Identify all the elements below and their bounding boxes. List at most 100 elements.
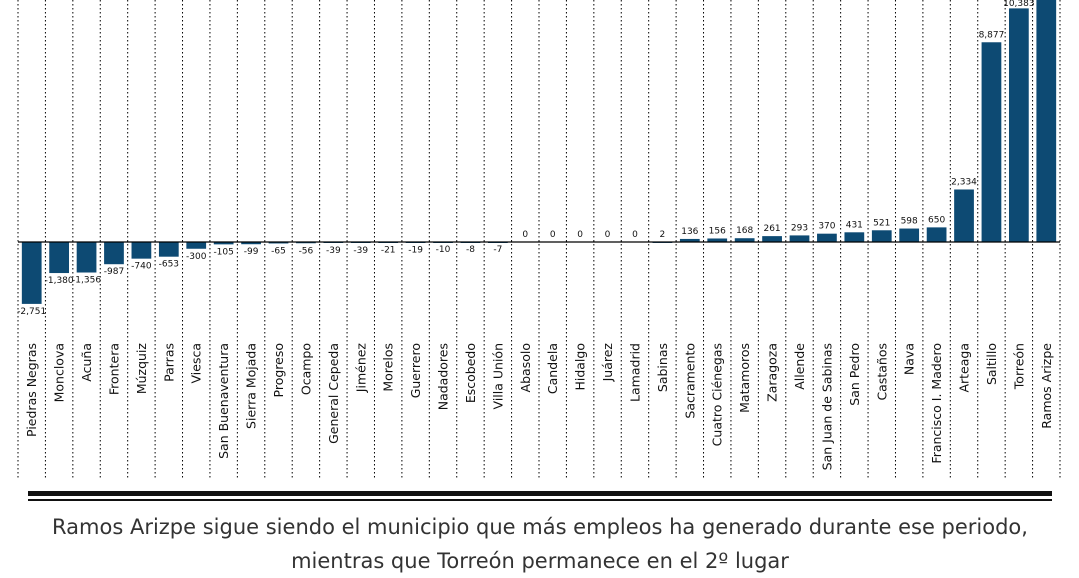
category-label: Parras [161,343,176,382]
value-label: -10 [436,245,451,255]
category-label: Viesca [189,343,204,384]
value-label: 8,877 [979,30,1005,40]
category-label: Francisco I. Madero [929,343,944,464]
value-label: -740 [131,262,152,272]
category-label: Juárez [600,343,615,383]
bar [734,238,755,242]
category-label: General Cepeda [326,343,341,444]
value-label: 0 [632,230,638,240]
category-label: Escobedo [463,343,478,403]
value-label: -987 [104,267,124,277]
value-label: -39 [326,246,341,256]
value-label: -300 [186,252,207,262]
bar [49,242,70,274]
category-label: Guerrero [408,343,423,398]
bar [21,242,42,304]
category-label: Ocampo [298,343,313,395]
bar [981,42,1002,242]
value-label: -653 [159,260,179,270]
value-label: 0 [522,230,528,240]
bar [186,242,207,249]
category-label: Arteaga [957,343,972,393]
category-label: Abasolo [518,343,533,392]
category-label: Morelos [381,343,396,392]
value-label: 156 [709,226,726,236]
category-label: Monclova [52,343,67,402]
bar [926,227,947,242]
value-label: -99 [244,247,259,257]
category-label: Acuña [79,343,94,382]
value-label: 431 [846,220,863,230]
value-label: -105 [213,247,233,257]
category-label: Jiménez [353,343,368,394]
bar [679,238,700,242]
category-label: Castaños [874,343,889,401]
bar [158,242,179,257]
category-label: Frontera [106,343,121,395]
category-label: Nava [902,343,917,375]
value-label: -1,380 [45,276,74,286]
value-labels: -2,751 -1,380-1,356-987 -740 -653 -300 -105 -9… [17,0,1034,317]
category-label: Sierra Mojada [244,343,259,429]
value-label: 2 [660,230,666,240]
value-label: -39 [353,246,368,256]
category-label: Lamadrid [627,343,642,402]
value-label: -65 [271,246,286,256]
category-separators [44,0,1061,480]
bar [871,230,892,242]
value-label: 2,334 [951,177,977,187]
category-label: Múzquiz [134,343,149,395]
value-label: 598 [901,217,918,227]
bar [954,189,974,242]
value-label: 0 [577,230,583,240]
category-label: Cuatro Ciénegas [710,343,725,446]
value-label: -21 [381,245,396,255]
bar [844,232,865,242]
value-label: 168 [736,226,753,236]
bar [1036,0,1057,242]
bar [241,242,261,245]
category-label: Piedras Negras [24,343,39,437]
bar [899,228,920,242]
bar [707,238,728,242]
bar [104,242,124,265]
divider-thick [28,491,1052,496]
category-label: San Pedro [847,343,862,406]
value-label: -2,751 [17,307,46,317]
value-label: -7 [493,245,502,255]
value-label: -8 [466,245,475,255]
value-label: 521 [873,218,890,228]
divider-thin [28,499,1052,501]
category-label: Saltillo [984,343,999,385]
bar-chart: -2,751 -1,380-1,356-987 -740 -653 -300 -105 -9… [17,0,1061,501]
value-label: 370 [818,222,835,232]
category-label: San Buenaventura [216,343,231,459]
category-label: Zaragoza [765,343,780,402]
bar [817,233,837,242]
bars [21,0,1057,304]
category-label: San Juan de Sabinas [819,343,834,470]
category-label: Allende [792,343,807,390]
category-label: Villa Unión [490,343,505,409]
category-label: Hidalgo [573,343,588,391]
value-label: 650 [928,215,945,225]
chart-caption: Ramos Arizpe sigue siendo el municipio q… [52,515,1028,573]
bar [213,242,234,245]
bar [762,236,782,242]
value-label: -1,356 [72,276,101,286]
value-label: 293 [791,223,808,233]
bar [268,242,289,244]
category-label: Torreón [1011,343,1026,390]
bar [131,242,152,259]
category-label: Ramos Arizpe [1039,343,1054,429]
value-label: 136 [681,227,698,237]
category-label: Matamoros [737,343,752,413]
value-label: -19 [408,245,423,255]
category-label: Sacramento [682,343,697,419]
value-label: 10,383 [1003,0,1035,9]
value-label: 0 [550,230,556,240]
category-label: Sabinas [655,343,670,392]
bar [76,242,97,273]
value-label: 0 [605,230,611,240]
value-label: 261 [763,224,780,234]
